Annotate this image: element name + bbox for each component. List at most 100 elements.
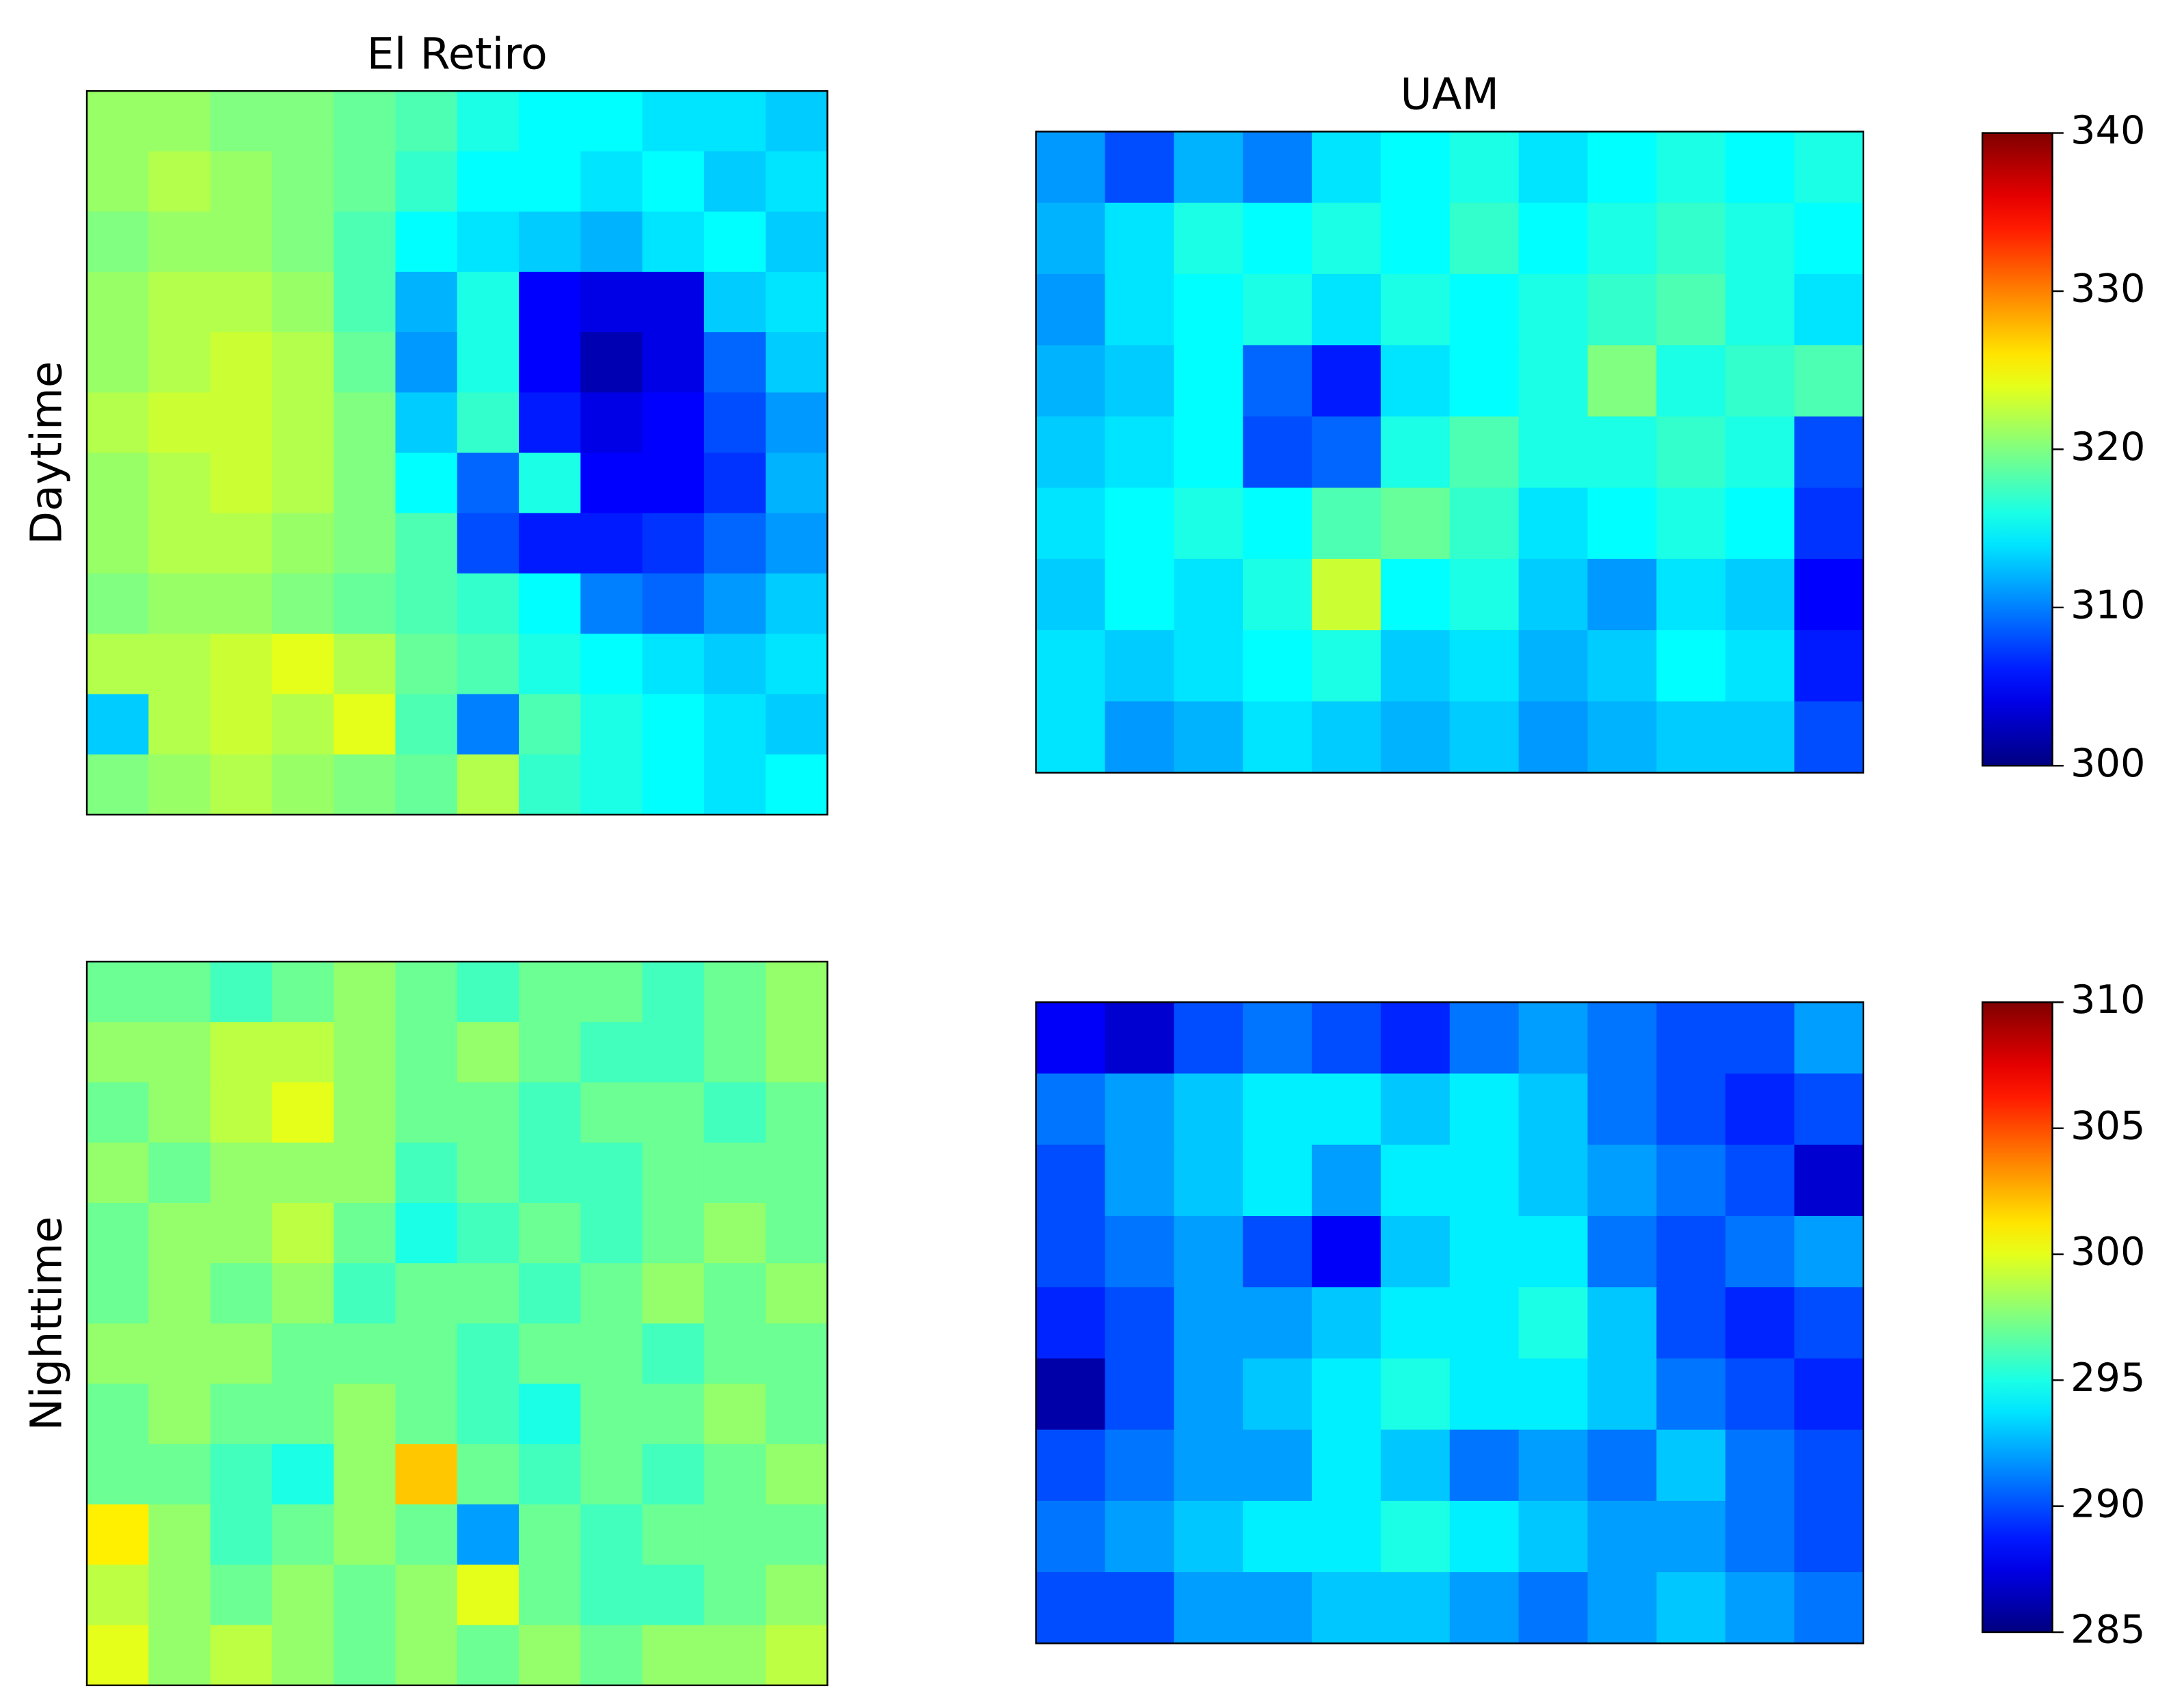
heatmap-cell	[519, 694, 582, 755]
heatmap-cell	[642, 1504, 705, 1566]
heatmap-cell	[766, 634, 828, 695]
heatmap-cell	[1656, 558, 1727, 631]
heatmap-cell	[395, 332, 458, 394]
heatmap-cell	[1656, 1358, 1727, 1431]
heatmap-cell	[1518, 131, 1589, 204]
heatmap-cell	[395, 1202, 458, 1264]
heatmap-cell	[87, 513, 150, 574]
heatmap-cell	[210, 694, 273, 755]
heatmap-cell	[1587, 558, 1658, 631]
heatmap-cell	[1105, 1358, 1175, 1431]
colorbar-tick-label: 340	[2071, 107, 2145, 153]
heatmap-cell	[1105, 202, 1175, 275]
heatmap-cell	[1380, 1144, 1451, 1217]
heatmap-cell	[148, 91, 211, 152]
heatmap-cell	[210, 271, 273, 333]
heatmap-cell	[148, 1383, 211, 1445]
heatmap-cell	[1312, 630, 1381, 703]
heatmap-cell	[1587, 1500, 1658, 1573]
heatmap-cell	[1518, 1287, 1589, 1359]
heatmap-cell	[457, 1202, 520, 1264]
heatmap-cell	[642, 1082, 705, 1143]
heatmap-cell	[395, 1383, 458, 1445]
heatmap-cell	[271, 271, 334, 333]
heatmap-cell	[1105, 131, 1175, 204]
heatmap-cell	[1380, 1358, 1451, 1431]
heatmap-cell	[1725, 701, 1795, 774]
heatmap-cell	[1794, 131, 1864, 204]
heatmap-cell	[334, 1504, 396, 1566]
heatmap-cell	[1105, 1429, 1175, 1502]
heatmap-cell	[703, 1383, 766, 1445]
heatmap-cell	[642, 1022, 705, 1083]
heatmap-cell	[642, 151, 705, 213]
heatmap-cell	[766, 513, 828, 574]
colorbar-tick-label: 320	[2071, 424, 2145, 470]
heatmap-cell	[210, 1625, 273, 1686]
colorbar-tick-label: 295	[2071, 1355, 2145, 1400]
heatmap-cell	[334, 573, 396, 635]
heatmap-cell	[334, 1202, 396, 1264]
heatmap-cell	[395, 513, 458, 574]
heatmap-cell	[87, 1142, 150, 1204]
colorbar-tick-label: 300	[2071, 1229, 2145, 1275]
heatmap-cell	[210, 91, 273, 152]
heatmap-cell	[1587, 1216, 1658, 1288]
heatmap-cell	[1725, 1002, 1795, 1074]
heatmap-cell	[1243, 1500, 1312, 1573]
heatmap-cell	[148, 332, 211, 394]
heatmap-cell	[1036, 1002, 1106, 1074]
heatmap-cell	[1174, 1429, 1243, 1502]
heatmap-cell	[1174, 1500, 1243, 1573]
heatmap-cell	[395, 961, 458, 1023]
heatmap-cell	[1312, 701, 1381, 774]
heatmap-cell	[519, 634, 582, 695]
heatmap-cell	[1449, 273, 1520, 346]
heatmap-cell	[457, 754, 520, 815]
heatmap-cell	[1243, 630, 1312, 703]
heatmap-cell	[334, 91, 396, 152]
heatmap-cell	[580, 1202, 643, 1264]
heatmap-cell	[210, 961, 273, 1023]
heatmap-cell	[1174, 1572, 1243, 1644]
heatmap-cell	[1587, 1287, 1658, 1359]
heatmap-cell	[1518, 202, 1589, 275]
heatmap-cell	[1518, 487, 1589, 560]
heatmap-cell	[642, 754, 705, 815]
heatmap-cell	[1518, 1144, 1589, 1217]
colorbar-tick-label: 285	[2071, 1607, 2145, 1653]
heatmap-cell	[210, 332, 273, 394]
heatmap-cell	[1587, 416, 1658, 489]
heatmap-cell	[1036, 1216, 1106, 1288]
heatmap-cell	[457, 332, 520, 394]
heatmap-cell	[148, 1263, 211, 1325]
heatmap-cell	[1725, 345, 1795, 418]
heatmap-cell	[519, 1022, 582, 1083]
heatmap-cell	[1174, 416, 1243, 489]
heatmap-cell	[210, 1142, 273, 1204]
heatmap-cell	[1105, 1500, 1175, 1573]
heatmap-cell	[642, 961, 705, 1023]
heatmap-cell	[457, 513, 520, 574]
heatmap-cell	[271, 694, 334, 755]
heatmap-cell	[642, 91, 705, 152]
heatmap-cell	[703, 1444, 766, 1505]
heatmap-cell	[519, 332, 582, 394]
heatmap-cell	[580, 1022, 643, 1083]
heatmap-cell	[580, 1142, 643, 1204]
heatmap-cell	[1174, 630, 1243, 703]
heatmap-cell	[148, 1202, 211, 1264]
heatmap-cell	[1243, 1429, 1312, 1502]
heatmap-cell	[1449, 345, 1520, 418]
heatmap-cell	[87, 151, 150, 213]
heatmap-cell	[148, 513, 211, 574]
heatmap-cell	[1174, 131, 1243, 204]
heatmap-cell	[642, 211, 705, 273]
heatmap-cell	[580, 151, 643, 213]
heatmap-cell	[1380, 558, 1451, 631]
heatmap-cell	[87, 754, 150, 815]
heatmap-cell	[271, 392, 334, 454]
heatmap-cell	[519, 1383, 582, 1445]
heatmap-cell	[703, 961, 766, 1023]
heatmap-cell	[87, 961, 150, 1023]
